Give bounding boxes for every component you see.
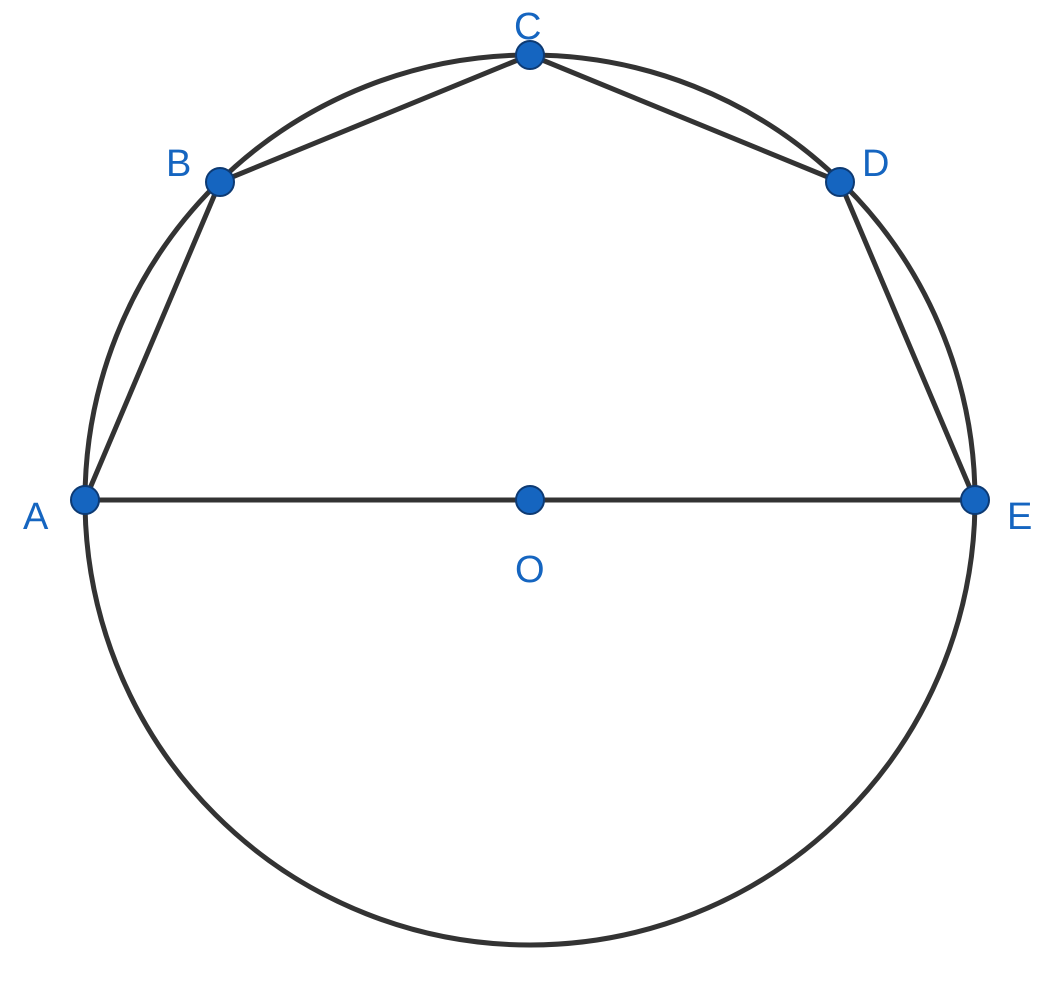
point-D bbox=[826, 168, 854, 196]
label-E: E bbox=[1007, 496, 1032, 539]
geometry-diagram bbox=[0, 0, 1051, 982]
point-O bbox=[516, 486, 544, 514]
point-E bbox=[961, 486, 989, 514]
chord-BC bbox=[220, 55, 530, 182]
points-group bbox=[71, 41, 989, 514]
chord-AB bbox=[85, 182, 220, 500]
label-B: B bbox=[166, 143, 191, 186]
label-C: C bbox=[514, 6, 541, 49]
chord-CD bbox=[530, 55, 840, 182]
chord-DE bbox=[840, 182, 975, 500]
label-O: O bbox=[515, 549, 545, 592]
label-D: D bbox=[862, 143, 889, 186]
point-A bbox=[71, 486, 99, 514]
chords-group bbox=[85, 55, 975, 500]
point-B bbox=[206, 168, 234, 196]
label-A: A bbox=[23, 496, 48, 539]
